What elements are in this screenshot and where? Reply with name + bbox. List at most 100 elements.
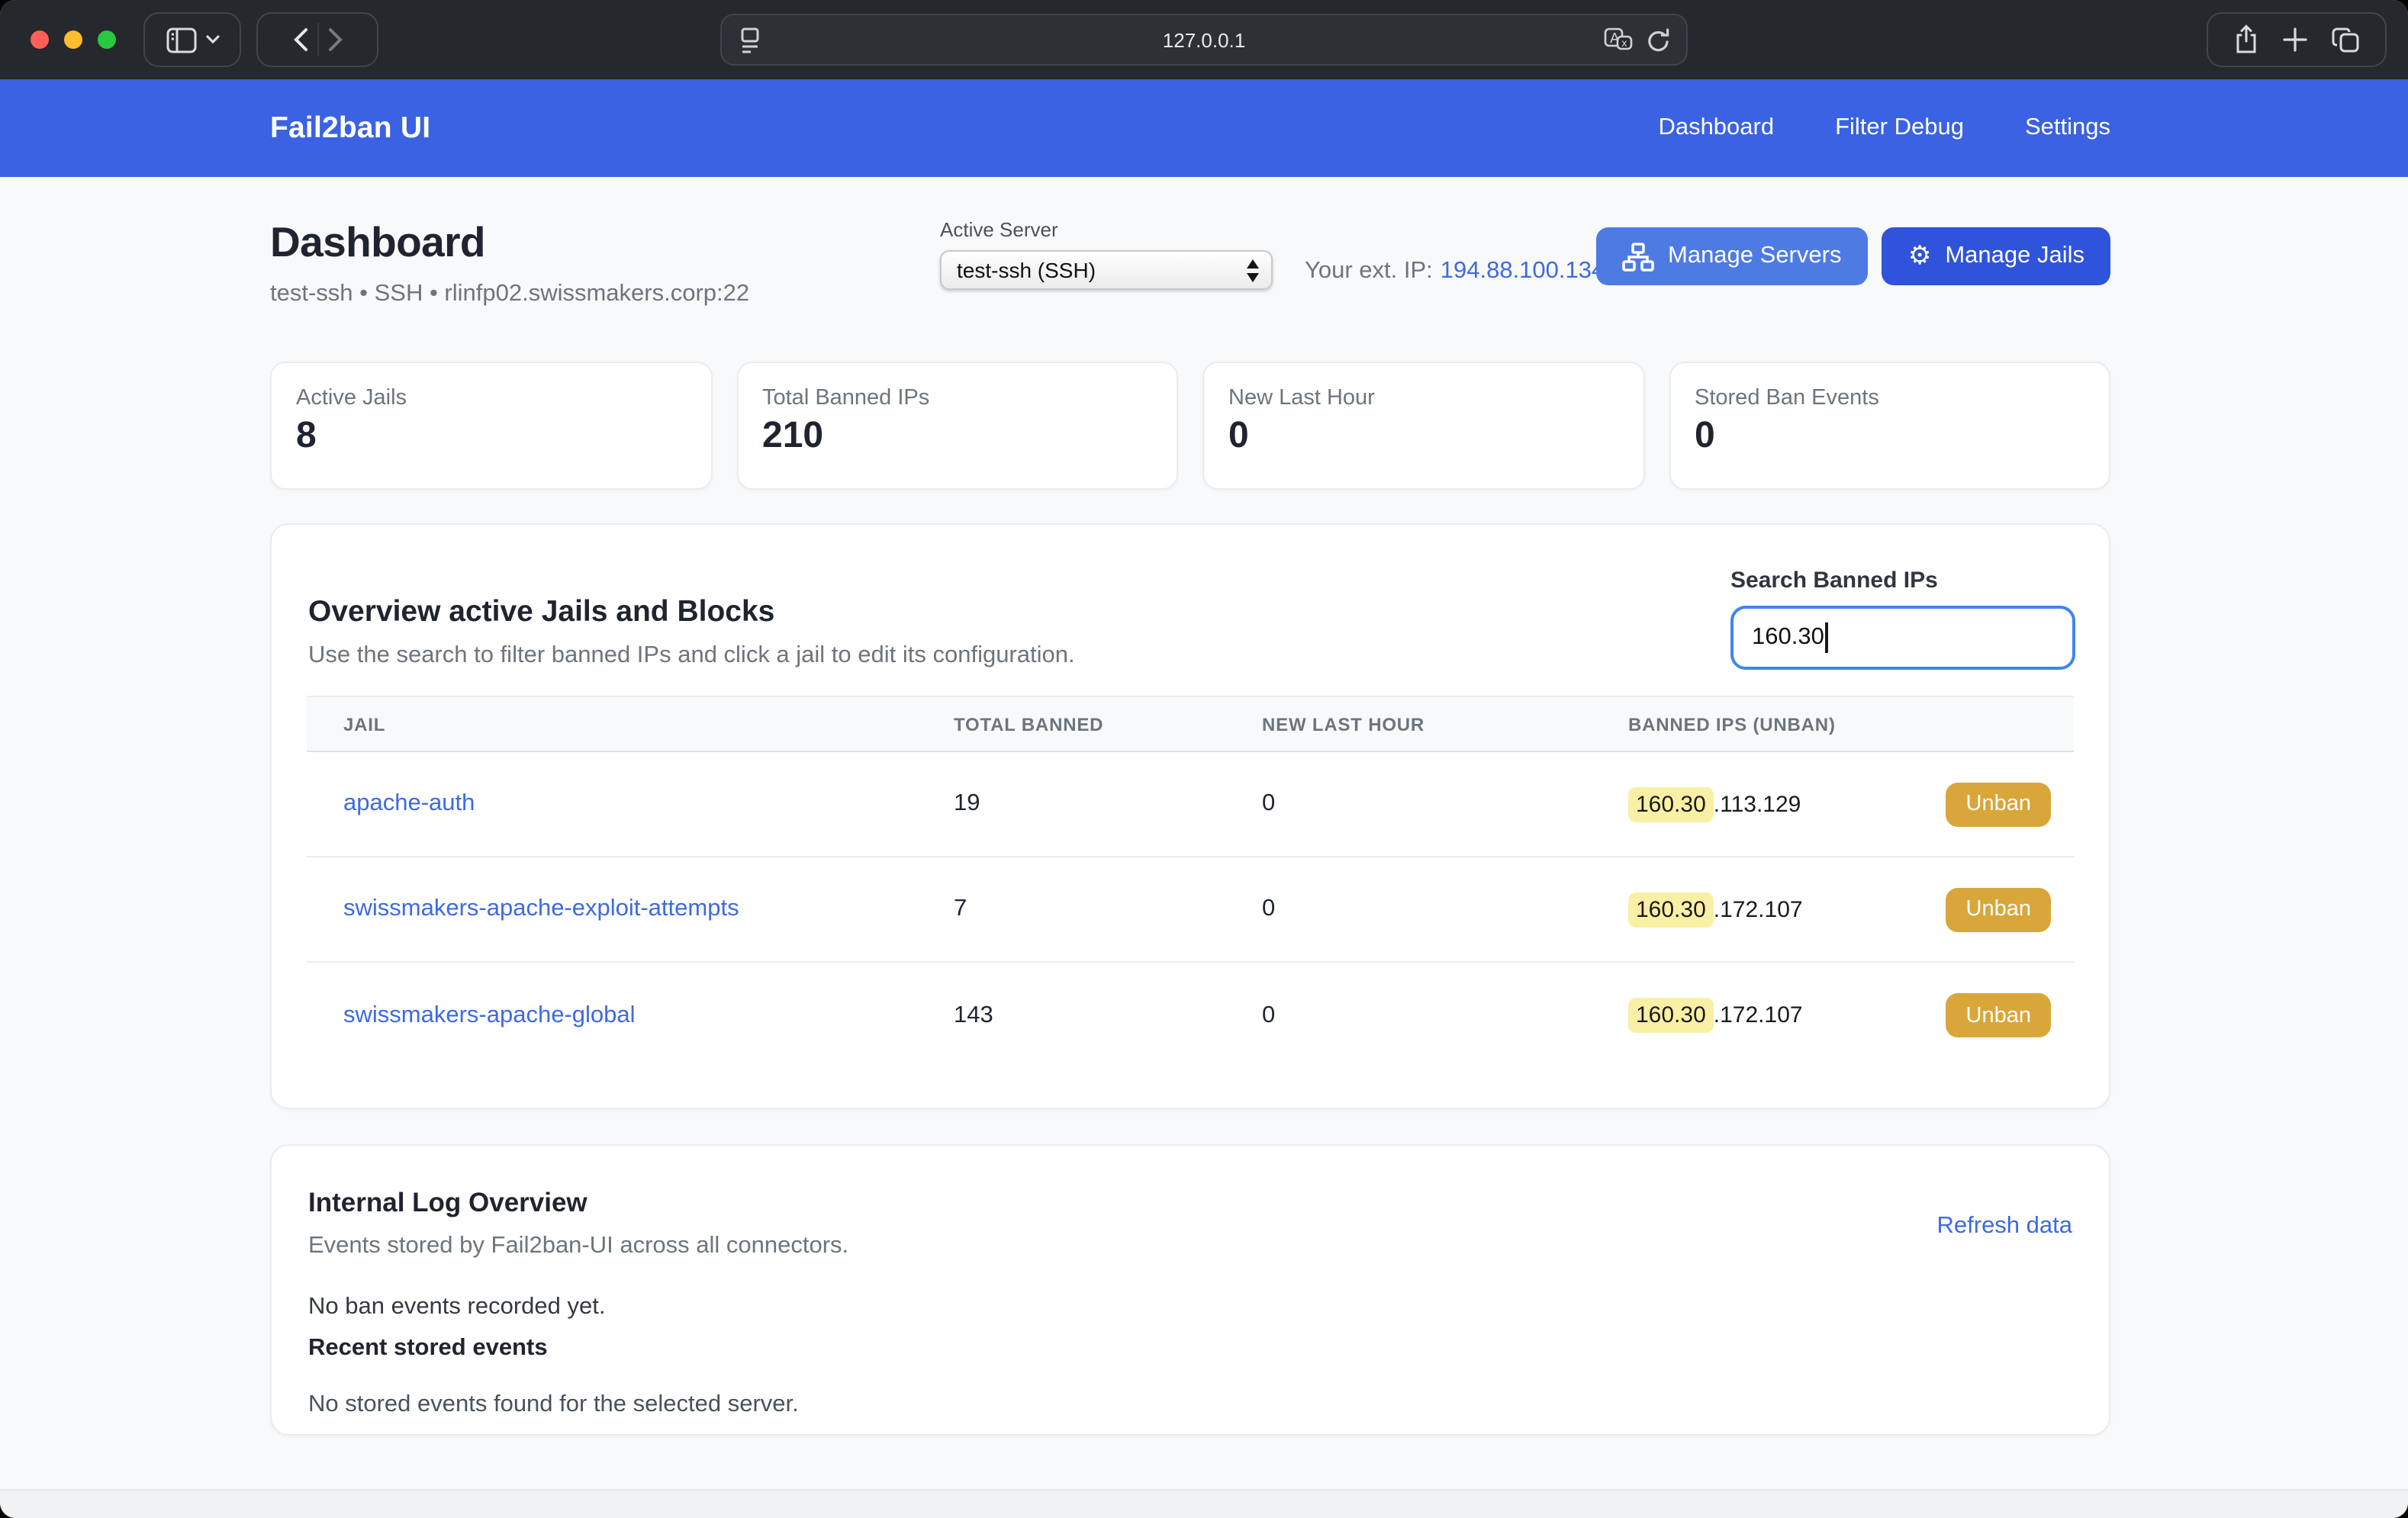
page-content: Dashboard test-ssh • SSH • rlinfp02.swis… [0, 177, 2408, 1489]
zoom-window-button[interactable] [98, 31, 116, 49]
stat-card-new-last-hour: New Last Hour 0 [1202, 362, 1644, 490]
tab-overview-icon[interactable] [2332, 27, 2359, 53]
manage-servers-button[interactable]: Manage Servers [1596, 227, 1868, 285]
manage-jails-label: Manage Jails [1945, 243, 2084, 269]
reload-icon[interactable] [1647, 27, 1671, 53]
table-row: swissmakers-apache-exploit-attempts 7 0 … [307, 857, 2074, 963]
log-title: Internal Log Overview [308, 1187, 588, 1217]
stat-label: Stored Ban Events [1695, 386, 1879, 410]
manage-jails-button[interactable]: ⚙ Manage Jails [1882, 227, 2110, 285]
address-bar-actions: A x [1604, 27, 1671, 53]
external-ip-link[interactable]: 194.88.100.134 [1440, 258, 1605, 284]
back-button[interactable] [292, 27, 307, 52]
banned-ip: 160.30.113.129 [1628, 786, 1801, 822]
external-ip: Your ext. IP: 194.88.100.134 [1305, 258, 1605, 285]
ip-rest: .172.107 [1713, 1002, 1803, 1028]
nav-item-filter-debug[interactable]: Filter Debug [1835, 114, 1964, 140]
browser-toolbar: 127.0.0.1 A x [0, 0, 2408, 79]
forward-button[interactable] [327, 27, 343, 52]
col-header-new-last-hour: NEW LAST HOUR [1262, 713, 1425, 735]
history-nav-group [256, 12, 378, 67]
stat-card-stored-events: Stored Ban Events 0 [1669, 362, 2110, 490]
nav-item-dashboard[interactable]: Dashboard [1658, 114, 1775, 140]
jail-link[interactable]: swissmakers-apache-exploit-attempts [343, 896, 739, 921]
nav-item-settings[interactable]: Settings [2024, 114, 2110, 140]
log-subtitle: Events stored by Fail2ban-UI across all … [308, 1233, 849, 1259]
active-server-label: Active Server [940, 218, 1058, 241]
translate-icon[interactable]: A x [1604, 27, 1633, 53]
no-ban-events-text: No ban events recorded yet. [308, 1294, 606, 1320]
search-value: 160.30 [1752, 624, 1824, 650]
sidebar-toggle-button[interactable] [143, 12, 241, 67]
unban-button[interactable]: Unban [1946, 993, 2051, 1037]
ip-highlight: 160.30 [1628, 786, 1714, 822]
active-server-block: Active Server test-ssh (SSH) [940, 218, 1273, 290]
divider [317, 23, 318, 56]
unban-button[interactable]: Unban [1946, 782, 2051, 826]
overview-subtitle: Use the search to filter banned IPs and … [308, 642, 1075, 668]
page-title: Dashboard [270, 218, 485, 265]
recent-stored-events-title: Recent stored events [308, 1335, 548, 1361]
select-stepper-icon [1247, 259, 1259, 281]
page-header: Dashboard test-ssh • SSH • rlinfp02.swis… [270, 218, 2110, 322]
refresh-data-link[interactable]: Refresh data [1936, 1213, 2073, 1239]
close-window-button[interactable] [31, 31, 49, 49]
stat-card-total-banned: Total Banned IPs 210 [736, 362, 1178, 490]
unban-button[interactable]: Unban [1946, 887, 2051, 931]
svg-text:x: x [1621, 38, 1627, 50]
ip-rest: .113.129 [1713, 791, 1801, 817]
new-tab-icon[interactable] [2283, 27, 2307, 52]
banned-ip: 160.30.172.107 [1628, 892, 1803, 927]
active-server-select[interactable]: test-ssh (SSH) [940, 250, 1273, 290]
minimize-window-button[interactable] [64, 31, 82, 49]
reader-icon[interactable] [739, 27, 761, 55]
url-text: 127.0.0.1 [1162, 28, 1246, 51]
stat-value: 0 [1228, 415, 1249, 456]
col-header-total-banned: TOTAL BANNED [954, 713, 1104, 735]
app-navbar: Fail2ban UI Dashboard Filter Debug Setti… [0, 79, 2408, 177]
nav-links: Dashboard Filter Debug Settings [1658, 114, 2110, 142]
gear-icon: ⚙ [1907, 240, 1932, 271]
total-banned-value: 19 [954, 790, 980, 816]
external-ip-label: Your ext. IP: [1305, 258, 1433, 284]
total-banned-value: 7 [954, 896, 967, 921]
stat-label: New Last Hour [1228, 386, 1375, 410]
col-header-banned-ips: BANNED IPS (UNBAN) [1628, 713, 1836, 735]
server-subtitle: test-ssh • SSH • rlinfp02.swissmakers.co… [270, 281, 750, 307]
ip-rest: .172.107 [1713, 896, 1803, 922]
new-last-hour-value: 0 [1262, 896, 1276, 921]
search-input[interactable]: 160.30 [1730, 606, 2075, 670]
overview-title: Overview active Jails and Blocks [308, 595, 775, 629]
new-last-hour-value: 0 [1262, 1002, 1276, 1028]
stat-card-active-jails: Active Jails 8 [270, 362, 712, 490]
share-icon[interactable] [2234, 24, 2258, 55]
stats-row: Active Jails 8 Total Banned IPs 210 New … [270, 362, 2110, 490]
no-stored-events-text: No stored events found for the selected … [308, 1391, 799, 1417]
jail-link[interactable]: apache-auth [343, 790, 475, 816]
new-last-hour-value: 0 [1262, 790, 1276, 816]
manage-servers-label: Manage Servers [1668, 243, 1842, 269]
table-header-row: JAIL TOTAL BANNED NEW LAST HOUR BANNED I… [307, 696, 2074, 752]
table-row: apache-auth 19 0 160.30.113.129 Unban [307, 752, 2074, 857]
jails-overview-card: Overview active Jails and Blocks Use the… [270, 523, 2110, 1109]
stat-value: 0 [1695, 415, 1715, 456]
text-caret [1825, 622, 1828, 653]
ip-highlight: 160.30 [1628, 998, 1714, 1033]
jail-link[interactable]: swissmakers-apache-global [343, 1002, 636, 1028]
window-footer-strip [0, 1489, 2408, 1518]
traffic-lights [31, 31, 116, 49]
banned-ip: 160.30.172.107 [1628, 998, 1803, 1033]
sitemap-icon [1622, 242, 1654, 271]
internal-log-card: Internal Log Overview Events stored by F… [270, 1144, 2110, 1436]
search-block: Search Banned IPs 160.30 [1730, 568, 2075, 670]
address-bar[interactable]: 127.0.0.1 A x [720, 14, 1688, 66]
col-header-jail: JAIL [343, 713, 386, 735]
chevron-down-icon [205, 35, 219, 44]
active-server-value: test-ssh (SSH) [957, 258, 1096, 282]
table-row: swissmakers-apache-global 143 0 160.30.1… [307, 963, 2074, 1068]
window-actions-group [2207, 12, 2387, 67]
search-label: Search Banned IPs [1730, 568, 1938, 593]
brand-title: Fail2ban UI [270, 111, 431, 144]
